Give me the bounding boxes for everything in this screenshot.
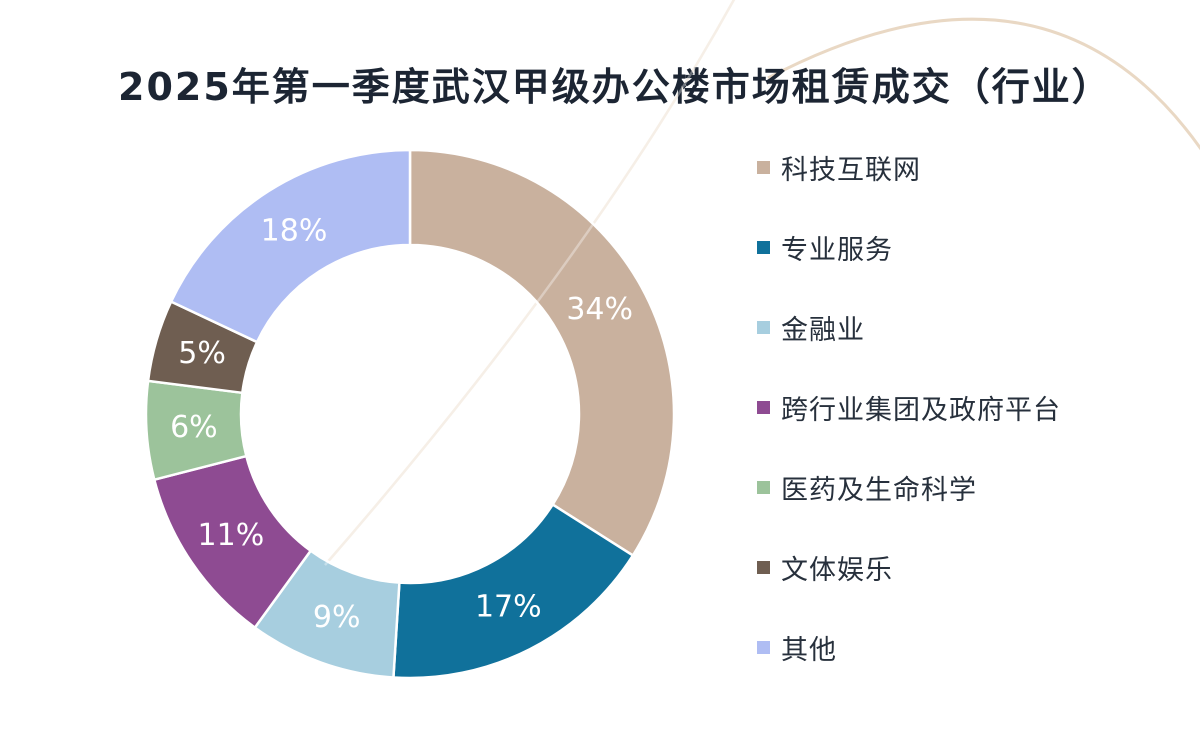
legend-label: 跨行业集团及政府平台 bbox=[781, 394, 1061, 426]
legend-item-6: 其他 bbox=[757, 630, 1061, 666]
legend-swatch-icon bbox=[757, 320, 770, 334]
legend-item-3: 跨行业集团及政府平台 bbox=[757, 390, 1061, 426]
page-title: 2025年第一季度武汉甲级办公楼市场租赁成交（行业） bbox=[118, 65, 1112, 109]
legend-label: 科技互联网 bbox=[781, 154, 921, 186]
donut-chart: 34% 17% 9% 11% 6% 5% 18% bbox=[142, 146, 678, 682]
slice-label-6: 18% bbox=[261, 214, 328, 249]
legend-label: 文体娱乐 bbox=[781, 554, 893, 586]
slice-label-0: 34% bbox=[566, 292, 633, 327]
legend-swatch-icon bbox=[757, 640, 770, 654]
legend-swatch-icon bbox=[757, 160, 770, 174]
chart-legend: 科技互联网专业服务金融业跨行业集团及政府平台 医药及生命科学 文体娱乐其他 bbox=[757, 150, 1061, 666]
legend-item-2: 金融业 bbox=[757, 310, 1061, 346]
slice-label-5: 5% bbox=[178, 336, 226, 371]
legend-item-1: 专业服务 bbox=[757, 230, 1061, 266]
legend-swatch-icon bbox=[757, 400, 770, 414]
donut-chart-svg: 34% 17% 9% 11% 6% 5% 18% bbox=[144, 148, 676, 680]
legend-label: 金融业 bbox=[781, 314, 865, 346]
legend-item-4: 医药及生命科学 bbox=[757, 470, 1061, 506]
slice-label-4: 6% bbox=[170, 410, 218, 445]
legend-swatch-icon bbox=[757, 560, 770, 574]
legend-swatch-icon bbox=[757, 240, 770, 254]
legend-label: 专业服务 bbox=[781, 234, 893, 266]
slice-label-3: 11% bbox=[198, 518, 265, 553]
legend-item-5: 文体娱乐 bbox=[757, 550, 1061, 586]
legend-swatch-icon bbox=[757, 480, 770, 494]
slice-label-1: 17% bbox=[475, 589, 542, 624]
legend-item-0: 科技互联网 bbox=[757, 150, 1061, 186]
slice-label-2: 9% bbox=[313, 600, 361, 635]
legend-label: 医药及生命科学 bbox=[781, 474, 977, 506]
pie-slice-0 bbox=[408, 148, 676, 557]
legend-label: 其他 bbox=[781, 634, 837, 666]
